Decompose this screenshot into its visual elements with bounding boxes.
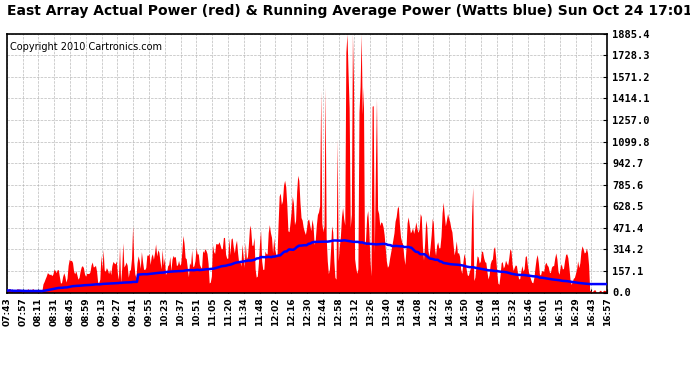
Text: East Array Actual Power (red) & Running Average Power (Watts blue) Sun Oct 24 17: East Array Actual Power (red) & Running …: [7, 4, 690, 18]
Text: Copyright 2010 Cartronics.com: Copyright 2010 Cartronics.com: [10, 42, 162, 51]
